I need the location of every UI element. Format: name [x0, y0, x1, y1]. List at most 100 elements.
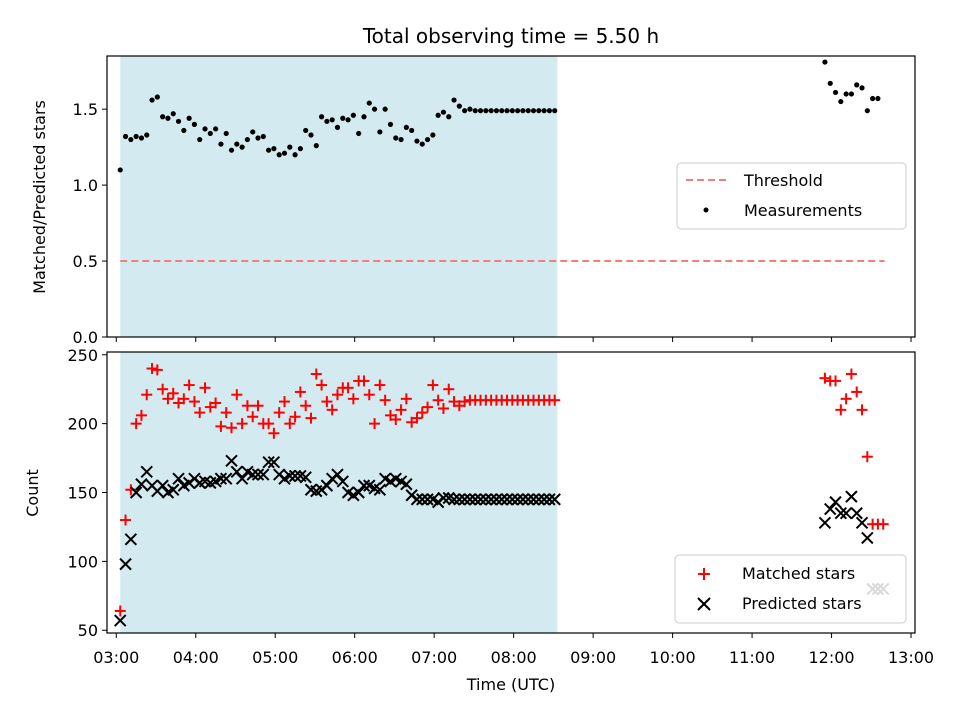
measurement-point: [308, 132, 314, 138]
legend-matched-label: Matched stars: [742, 564, 855, 583]
matched-star-point: [273, 407, 285, 419]
measurement-point: [281, 150, 288, 156]
top-panel: 0.0 0.5 1.0 1.5 Matched/Predicted stars Thr…: [30, 55, 916, 347]
measurement-point: [875, 95, 881, 102]
matched-star-point: [199, 382, 211, 394]
predicted-star-point: [463, 493, 477, 506]
predicted-star-stroke: [167, 483, 180, 496]
predicted-star-stroke: [416, 493, 429, 506]
measurement-point: [409, 127, 415, 134]
predicted-star-stroke: [537, 493, 551, 506]
matched-star-point: [120, 514, 132, 526]
measurement-point: [324, 118, 330, 124]
matched-star-point: [856, 404, 868, 416]
measurement-point: [350, 112, 356, 118]
legend-predicted-swatch: [697, 597, 711, 611]
matched-star-point: [162, 393, 174, 405]
predicted-star-stroke: [484, 493, 498, 506]
predicted-star-point: [373, 483, 387, 496]
matched-star-point: [549, 394, 561, 406]
matched-star-point: [300, 400, 312, 412]
measurement-point: [345, 117, 351, 123]
matched-star-point: [395, 404, 407, 416]
x-tick-label: 03:00: [93, 648, 139, 667]
predicted-star-point: [453, 493, 466, 506]
predicted-star-point: [469, 493, 482, 506]
measurement-point: [244, 136, 251, 143]
predicted-star-stroke: [378, 472, 392, 485]
predicted-star-stroke: [548, 493, 561, 506]
predicted-star-point: [246, 468, 259, 481]
predicted-star-point: [447, 493, 461, 506]
predicted-star-point: [129, 486, 143, 499]
matched-star-point: [851, 386, 863, 398]
matched-star-point: [178, 393, 190, 405]
matched-star-point: [284, 418, 296, 430]
matched-star-point: [459, 396, 471, 408]
x-tick-label: 09:00: [570, 648, 616, 667]
predicted-star-stroke: [320, 479, 334, 492]
measurement-point: [271, 146, 277, 152]
y-tick-label: 250: [67, 346, 98, 365]
predicted-star-point: [124, 533, 138, 546]
predicted-star-stroke: [140, 465, 153, 479]
matched-star-point: [427, 379, 439, 391]
measurement-point: [223, 130, 229, 137]
predicted-star-point: [421, 493, 434, 506]
measurements-series: [117, 59, 881, 173]
top-axes-frame: [106, 55, 916, 338]
y-tick-label: 200: [67, 415, 98, 434]
x-tick-label: 04:00: [173, 648, 219, 667]
matched-star-point: [342, 382, 354, 394]
measurement-point: [138, 135, 145, 141]
matched-star-point: [390, 413, 402, 425]
measurement-point: [838, 98, 844, 105]
measurement-point: [239, 144, 245, 150]
measurement-point: [175, 118, 182, 124]
measurement-point: [483, 108, 489, 114]
measurement-point: [525, 108, 531, 114]
measurement-point: [509, 108, 515, 114]
x-tick-label: 06:00: [332, 648, 378, 667]
measurement-point: [149, 97, 155, 103]
bottom-legend: Matched stars Predicted stars: [674, 554, 907, 624]
predicted-star-stroke: [288, 469, 302, 483]
predicted-star-stroke: [543, 493, 556, 506]
x-tick-label: 12:00: [808, 648, 854, 667]
predicted-star-stroke: [257, 468, 270, 481]
legend-matched-swatch: [698, 568, 710, 580]
matched-star-point: [294, 386, 306, 398]
measurement-point: [213, 126, 219, 132]
predicted-star-stroke: [331, 468, 344, 481]
predicted-star-point: [516, 493, 530, 506]
measurement-point: [848, 91, 855, 97]
predicted-star-stroke: [304, 483, 318, 496]
matched-star-point: [347, 393, 359, 405]
measurement-point: [472, 108, 478, 114]
matched-star-point: [422, 401, 434, 413]
predicted-star-point: [214, 472, 228, 485]
x-tick-label: 10:00: [650, 648, 696, 667]
y-tick-label: 0.5: [73, 252, 98, 271]
matched-star-point: [167, 387, 179, 399]
predicted-star-point: [140, 465, 153, 479]
predicted-star-stroke: [437, 491, 450, 505]
matched-star-point: [877, 518, 889, 530]
predicted-star-point: [299, 471, 312, 484]
matched-star-point: [130, 418, 142, 430]
measurement-point: [864, 108, 870, 114]
predicted-star-stroke: [829, 495, 842, 509]
matched-star-point: [363, 389, 375, 401]
predicted-star-stroke: [839, 506, 853, 520]
predicted-star-stroke: [373, 483, 387, 496]
predicted-star-point: [834, 506, 848, 520]
measurement-point: [197, 136, 203, 143]
bottom-shaded-interval: [120, 352, 558, 633]
measurement-point: [186, 115, 192, 121]
matched-star-point: [437, 402, 449, 414]
predicted-star-stroke: [410, 493, 424, 506]
measurement-point: [170, 111, 176, 117]
predicted-star-stroke: [299, 471, 312, 484]
measurement-point: [292, 152, 298, 158]
predicted-star-point: [225, 454, 238, 468]
